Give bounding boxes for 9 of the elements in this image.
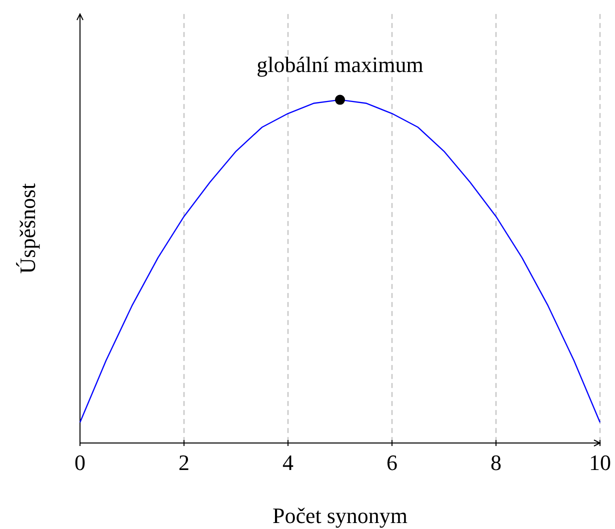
annotation: globální maximum <box>256 52 424 77</box>
x-tick-label: 0 <box>74 450 86 475</box>
x-tick-label: 6 <box>386 450 398 475</box>
x-tick-label: 8 <box>490 450 502 475</box>
x-tick-label: 2 <box>178 450 190 475</box>
x-axis-title: Počet synonym <box>272 503 408 528</box>
y-axis-title: Úspěšnost <box>15 183 40 274</box>
x-tick-label: 10 <box>589 450 611 475</box>
x-tick-label: 4 <box>282 450 294 475</box>
